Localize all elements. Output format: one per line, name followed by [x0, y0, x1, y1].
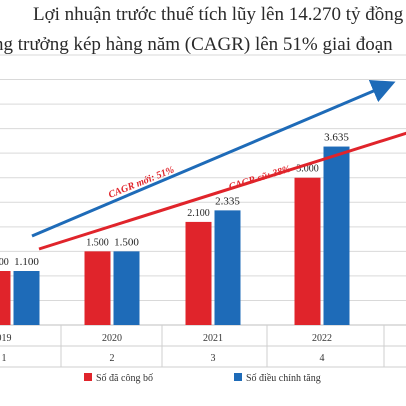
category-index-label: 1	[2, 353, 7, 364]
value-label: 1.500	[114, 236, 139, 248]
bar-adjusted-2020	[113, 251, 140, 325]
legend-label-published: Số đã công bố	[96, 373, 153, 384]
category-label: 019	[0, 333, 12, 344]
trend-line-old	[38, 131, 406, 251]
value-label: 1.100	[14, 256, 39, 268]
value-label: 3.635	[324, 132, 349, 144]
category-index-label: 3	[211, 353, 216, 364]
bar-adjusted-2021	[214, 210, 241, 325]
bar-published-2019	[0, 271, 11, 325]
legend-swatch-adjusted	[234, 373, 242, 381]
bar-published-2021	[185, 221, 212, 325]
chart-title-line-2: ng trưởng kép hàng năm (CAGR) lên 51% gi…	[0, 34, 393, 55]
legend-label-adjusted: Số điều chỉnh tăng	[246, 373, 321, 384]
annotation-cagr-new: CAGR mới: 51%	[107, 164, 176, 200]
value-label: 3.000	[296, 164, 319, 175]
value-label: 1.500	[86, 237, 109, 248]
value-label: 1.100	[0, 257, 9, 268]
annotation-cagr-old: CAGR cũ: 38%	[228, 164, 292, 193]
category-label: 2022	[312, 333, 332, 344]
chart-title-line-1: Lợi nhuận trước thuế tích lũy lên 14.270…	[33, 4, 404, 25]
value-label: 2.335	[215, 195, 240, 207]
legend-swatch-published	[84, 373, 92, 381]
category-index-label: 4	[320, 353, 325, 364]
bar-published-2022	[294, 177, 321, 325]
bar-adjusted-2019	[13, 271, 40, 325]
trend-arrow-new	[31, 79, 396, 238]
category-index-label: 2	[110, 353, 115, 364]
category-label: 2020	[102, 333, 122, 344]
bar-adjusted-2022	[323, 146, 350, 325]
bar-published-2020	[84, 251, 111, 325]
category-label: 2021	[203, 333, 223, 344]
value-label: 2.100	[187, 208, 210, 219]
